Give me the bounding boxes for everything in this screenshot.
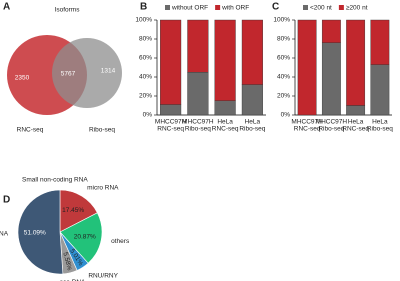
panel-label: C [272,2,279,13]
x-tick-label: Ribo-seq [239,126,265,133]
slice-name-label: RNU/RNY [88,272,118,279]
bar-segment [321,19,341,43]
legend-label: without ORF [171,5,208,12]
y-tick-label: 0% [143,112,153,119]
x-tick-label: HeLa [348,119,364,126]
pie-slice [59,189,98,233]
y-tick-label: 100% [273,17,290,24]
bar-segment [187,72,209,116]
x-tick-label: HeLa [217,119,233,126]
bar-segment [346,19,366,106]
slice-value-label: 17.45% [62,207,84,214]
y-tick-label: 20% [277,93,290,100]
region-count: 2350 [15,75,30,82]
x-tick-label: RNC-seq [157,126,184,133]
panel-label: A [3,2,10,13]
slice-value-label: 20.87% [74,233,96,240]
y-tick-label: 80% [277,36,290,43]
pie-slice [17,189,64,275]
x-tick-label: MHCC97H [291,119,323,126]
legend-swatch [215,5,221,10]
set-label: Ribo-seq [89,127,115,134]
slice-value-label: 51.09% [24,230,46,237]
y-tick-label: 80% [139,36,152,43]
pie-slice [59,212,103,264]
legend-swatch [165,5,170,10]
y-tick-label: 60% [277,55,290,62]
panel-label: B [140,2,147,13]
x-tick-label: HeLa [245,119,261,126]
region-count: 1314 [101,68,116,75]
bar-segment [160,19,182,105]
bar-segment [187,19,209,73]
y-tick-label: 100% [135,17,152,24]
venn-title: Isoforms [55,7,81,14]
bar-segment [370,19,390,65]
y-tick-label: 0% [281,112,291,119]
y-tick-label: 60% [139,55,152,62]
slice-name-label: others [111,238,130,245]
x-tick-label: RNC-seq [342,126,369,133]
legend-label: ≥200 nt [346,5,368,12]
venn-set [52,38,122,108]
slice-value-label: 5.58% [61,252,72,272]
bar-segment [160,104,182,116]
bar-segment [297,19,317,116]
x-tick-label: HeLa [372,119,388,126]
x-tick-label: RNC-seq [294,126,321,133]
x-tick-label: Ribo-seq [185,126,211,133]
x-tick-label: Ribo-seq [367,126,393,133]
x-tick-label: MHCC97H [155,119,187,126]
legend-swatch [303,5,308,10]
bar-segment [214,19,236,101]
bar-segment [370,64,390,116]
bar-segment [241,19,263,85]
bar-segment [241,84,263,116]
legend-label: <200 nt [310,5,332,12]
bar-segment [321,42,341,116]
slice-name-label: sca RNA [60,279,86,281]
region-count: 5767 [61,71,76,78]
y-tick-label: 20% [139,93,152,100]
y-tick-label: 40% [139,74,152,81]
pie-title: Small non-coding RNA [22,177,88,184]
y-tick-label: 40% [277,74,290,81]
legend-swatch [338,5,344,10]
bar-segment [214,100,236,116]
x-tick-label: RNC-seq [212,126,239,133]
panel-label: D [3,195,10,206]
set-label: RNC-seq [17,127,44,134]
slice-name-label: sno RNA [0,230,9,237]
bar-segment [346,105,366,116]
x-tick-label: Ribo-seq [318,126,344,133]
x-tick-label: MHCC97H [182,119,214,126]
x-tick-label: MHCC97H [316,119,348,126]
slice-name-label: micro RNA [87,184,119,191]
legend-label: with ORF [221,5,249,12]
